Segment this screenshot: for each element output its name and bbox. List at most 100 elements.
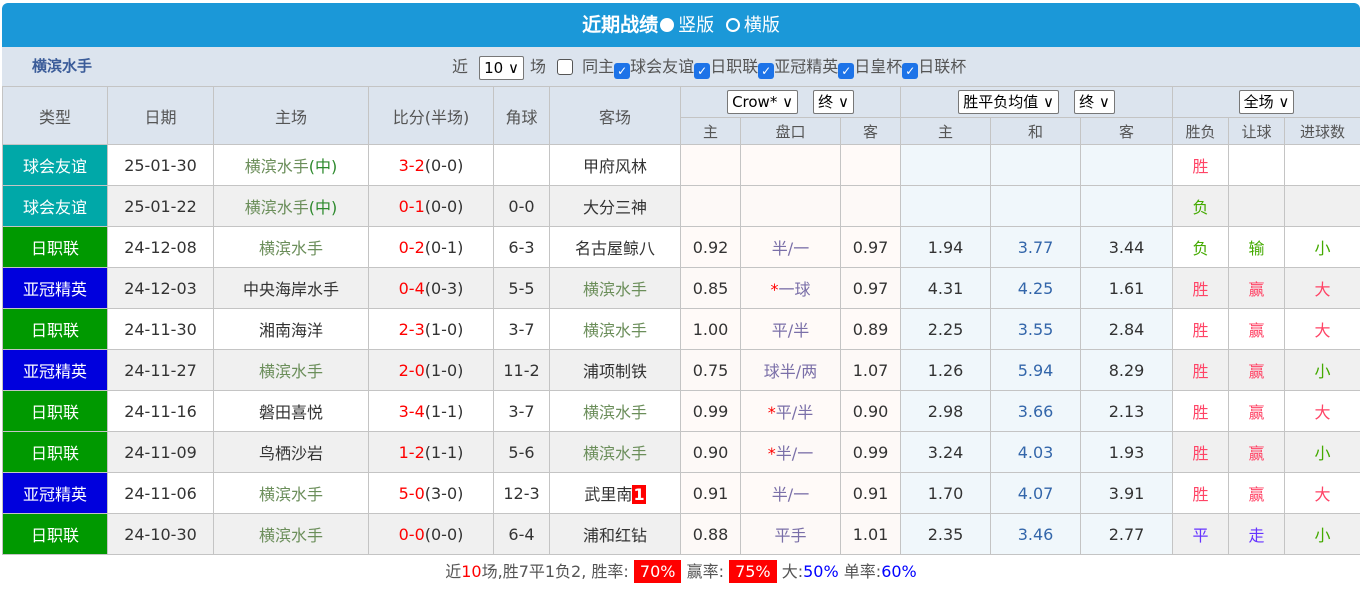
home-team[interactable]: 横滨水手 bbox=[259, 362, 323, 381]
match-type[interactable]: 日职联 bbox=[3, 432, 108, 473]
home-team[interactable]: 横滨水手 bbox=[245, 157, 309, 176]
handicap-star: * bbox=[768, 403, 776, 422]
europe-home-odds: 3.24 bbox=[901, 432, 991, 473]
vertical-radio[interactable] bbox=[660, 18, 674, 32]
match-type[interactable]: 日职联 bbox=[3, 309, 108, 350]
full-score: 2-0 bbox=[399, 361, 425, 380]
home-team[interactable]: 湘南海洋 bbox=[259, 321, 323, 340]
score-cell[interactable]: 2-0(1-0) bbox=[369, 350, 494, 391]
summary-count: 10 bbox=[461, 562, 481, 581]
term-select-1[interactable]: 终 ∨ bbox=[813, 90, 854, 114]
match-type[interactable]: 日职联 bbox=[3, 514, 108, 555]
league-checkbox[interactable]: ✓ bbox=[694, 63, 710, 79]
europe-select[interactable]: 胜平负均值 ∨ bbox=[958, 90, 1059, 114]
rank-badge: 1 bbox=[632, 485, 645, 504]
subheader: 进球数 bbox=[1285, 118, 1360, 145]
away-cell: 横滨水手 bbox=[550, 309, 681, 350]
handicap-value: 一球 bbox=[778, 280, 810, 299]
same-home-label: 同主 bbox=[582, 57, 614, 76]
score-cell[interactable]: 0-4(0-3) bbox=[369, 268, 494, 309]
score-cell[interactable]: 1-2(1-1) bbox=[369, 432, 494, 473]
half-score: (3-0) bbox=[425, 484, 464, 503]
result: 负 bbox=[1173, 227, 1229, 268]
home-team[interactable]: 横滨水手 bbox=[259, 485, 323, 504]
match-type[interactable]: 日职联 bbox=[3, 391, 108, 432]
handicap bbox=[741, 186, 841, 227]
league-checkbox[interactable]: ✓ bbox=[902, 63, 918, 79]
handicap-value: 平/半 bbox=[776, 403, 813, 422]
away-team[interactable]: 横滨水手 bbox=[583, 444, 647, 463]
away-team[interactable]: 武里南 bbox=[584, 485, 632, 504]
scope-select[interactable]: 全场 ∨ bbox=[1239, 90, 1295, 114]
asian-away-odds: 1.01 bbox=[841, 514, 901, 555]
full-score: 5-0 bbox=[399, 484, 425, 503]
away-team[interactable]: 浦项制铁 bbox=[583, 362, 647, 381]
score-cell[interactable]: 2-3(1-0) bbox=[369, 309, 494, 350]
home-team[interactable]: 横滨水手 bbox=[245, 198, 309, 217]
league-label[interactable]: 日皇杯 bbox=[854, 57, 902, 76]
result: 负 bbox=[1173, 186, 1229, 227]
europe-away-odds: 8.29 bbox=[1081, 350, 1173, 391]
away-team[interactable]: 名古屋鲸八 bbox=[575, 239, 655, 258]
match-type[interactable]: 亚冠精英 bbox=[3, 473, 108, 514]
score-cell[interactable]: 3-4(1-1) bbox=[369, 391, 494, 432]
away-team[interactable]: 横滨水手 bbox=[583, 403, 647, 422]
home-cell: 横滨水手 bbox=[214, 350, 369, 391]
team-name: 横滨水手 bbox=[32, 47, 92, 86]
unit-label: 场 bbox=[530, 57, 546, 76]
home-team[interactable]: 横滨水手 bbox=[259, 239, 323, 258]
subheader: 盘口 bbox=[741, 118, 841, 145]
handicap: 平/半 bbox=[741, 309, 841, 350]
score-cell[interactable]: 0-0(0-0) bbox=[369, 514, 494, 555]
goals-result bbox=[1285, 145, 1360, 186]
league-label[interactable]: 球会友谊 bbox=[630, 57, 694, 76]
corner: 11-2 bbox=[494, 350, 550, 391]
score-cell[interactable]: 5-0(3-0) bbox=[369, 473, 494, 514]
home-team[interactable]: 鸟栖沙岩 bbox=[259, 444, 323, 463]
home-team[interactable]: 中央海岸水手 bbox=[243, 280, 339, 299]
league-label[interactable]: 日职联 bbox=[710, 57, 758, 76]
vertical-label[interactable]: 竖版 bbox=[678, 15, 714, 36]
asian-home-odds bbox=[681, 186, 741, 227]
same-home-checkbox[interactable] bbox=[557, 59, 573, 75]
match-type[interactable]: 日职联 bbox=[3, 227, 108, 268]
match-type[interactable]: 亚冠精英 bbox=[3, 268, 108, 309]
europe-draw-odds: 3.66 bbox=[991, 391, 1081, 432]
away-team[interactable]: 大分三神 bbox=[583, 198, 647, 217]
match-type[interactable]: 球会友谊 bbox=[3, 145, 108, 186]
score-cell[interactable]: 0-2(0-1) bbox=[369, 227, 494, 268]
header-result: 全场 ∨ bbox=[1173, 87, 1360, 118]
home-team[interactable]: 横滨水手 bbox=[259, 526, 323, 545]
full-score: 3-4 bbox=[399, 402, 425, 421]
match-row: 亚冠精英 24-11-06 横滨水手 5-0(3-0) 12-3 武里南1 0.… bbox=[3, 473, 1360, 514]
match-type[interactable]: 球会友谊 bbox=[3, 186, 108, 227]
league-checkbox[interactable]: ✓ bbox=[758, 63, 774, 79]
away-cell: 横滨水手 bbox=[550, 268, 681, 309]
home-team[interactable]: 磐田喜悦 bbox=[259, 403, 323, 422]
league-checkbox[interactable]: ✓ bbox=[838, 63, 854, 79]
summary-bar: 近10场,胜7平1负2, 胜率: 70% 赢率: 75% 大:50% 单率:60… bbox=[2, 555, 1360, 586]
company-select[interactable]: Crow* ∨ bbox=[727, 90, 798, 114]
summary-text: 场,胜7平1负2, 胜率: bbox=[482, 562, 629, 581]
away-team[interactable]: 横滨水手 bbox=[583, 321, 647, 340]
handicap-win-rate: 75% bbox=[729, 560, 777, 583]
near-label: 近 bbox=[452, 57, 468, 76]
handicap-value: 球半/两 bbox=[764, 362, 817, 381]
league-label[interactable]: 亚冠精英 bbox=[774, 57, 838, 76]
horizontal-radio[interactable] bbox=[726, 18, 740, 32]
score-cell[interactable]: 3-2(0-0) bbox=[369, 145, 494, 186]
away-team[interactable]: 甲府风林 bbox=[583, 157, 647, 176]
asian-home-odds: 0.90 bbox=[681, 432, 741, 473]
away-team[interactable]: 浦和红钻 bbox=[583, 526, 647, 545]
score-cell[interactable]: 0-1(0-0) bbox=[369, 186, 494, 227]
match-count-select[interactable]: 10 ∨ bbox=[479, 56, 524, 80]
away-team[interactable]: 横滨水手 bbox=[583, 280, 647, 299]
match-type[interactable]: 亚冠精英 bbox=[3, 350, 108, 391]
half-score: (1-1) bbox=[425, 443, 464, 462]
asian-away-odds bbox=[841, 186, 901, 227]
league-checkbox[interactable]: ✓ bbox=[614, 63, 630, 79]
away-cell: 甲府风林 bbox=[550, 145, 681, 186]
league-label[interactable]: 日联杯 bbox=[918, 57, 966, 76]
term-select-2[interactable]: 终 ∨ bbox=[1074, 90, 1115, 114]
horizontal-label[interactable]: 横版 bbox=[744, 15, 780, 36]
